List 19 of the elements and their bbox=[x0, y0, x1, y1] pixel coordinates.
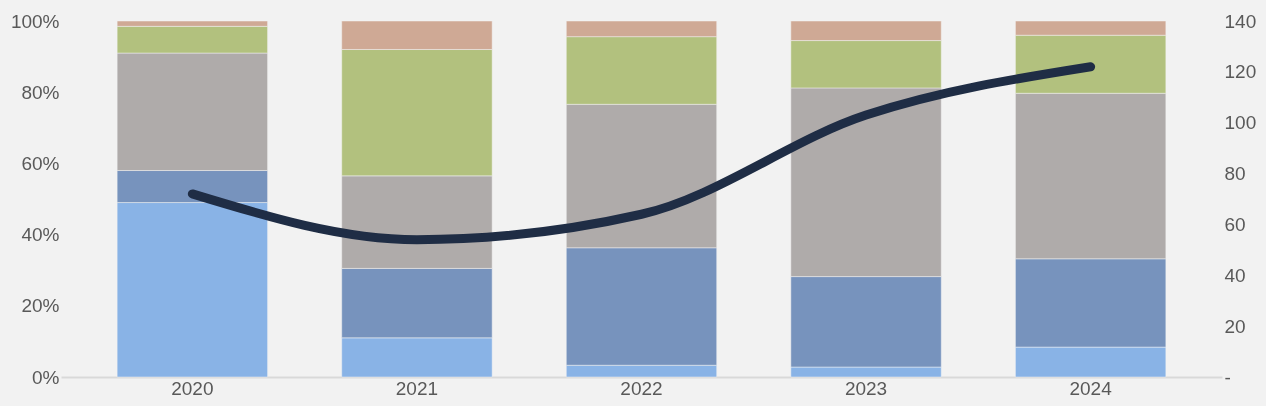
y-tick-label: 40% bbox=[21, 224, 60, 246]
y2-tick-label: 100 bbox=[1224, 112, 1257, 134]
y2-tick-label: 120 bbox=[1224, 61, 1257, 83]
y2-tick-label: 80 bbox=[1224, 163, 1246, 185]
x-tick-label: 2021 bbox=[395, 377, 439, 399]
y2-tick-label: 60 bbox=[1224, 213, 1246, 235]
y2-tick-label: 140 bbox=[1224, 10, 1257, 32]
y-tick-label: 0% bbox=[32, 366, 60, 388]
x-tick-label: 2024 bbox=[1069, 377, 1113, 399]
y2-tick-label: 20 bbox=[1224, 315, 1246, 337]
y-tick-label: 20% bbox=[21, 295, 60, 317]
y-tick-label: 80% bbox=[21, 81, 60, 103]
y2-tick-label: - bbox=[1224, 366, 1231, 388]
y2-tick-label: 40 bbox=[1224, 264, 1246, 286]
x-tick-label: 2020 bbox=[171, 377, 214, 399]
x-tick-label: 2023 bbox=[844, 377, 888, 399]
x-tick-label: 2022 bbox=[620, 377, 663, 399]
y-tick-label: 60% bbox=[21, 152, 60, 174]
y-tick-label: 100% bbox=[10, 10, 60, 32]
